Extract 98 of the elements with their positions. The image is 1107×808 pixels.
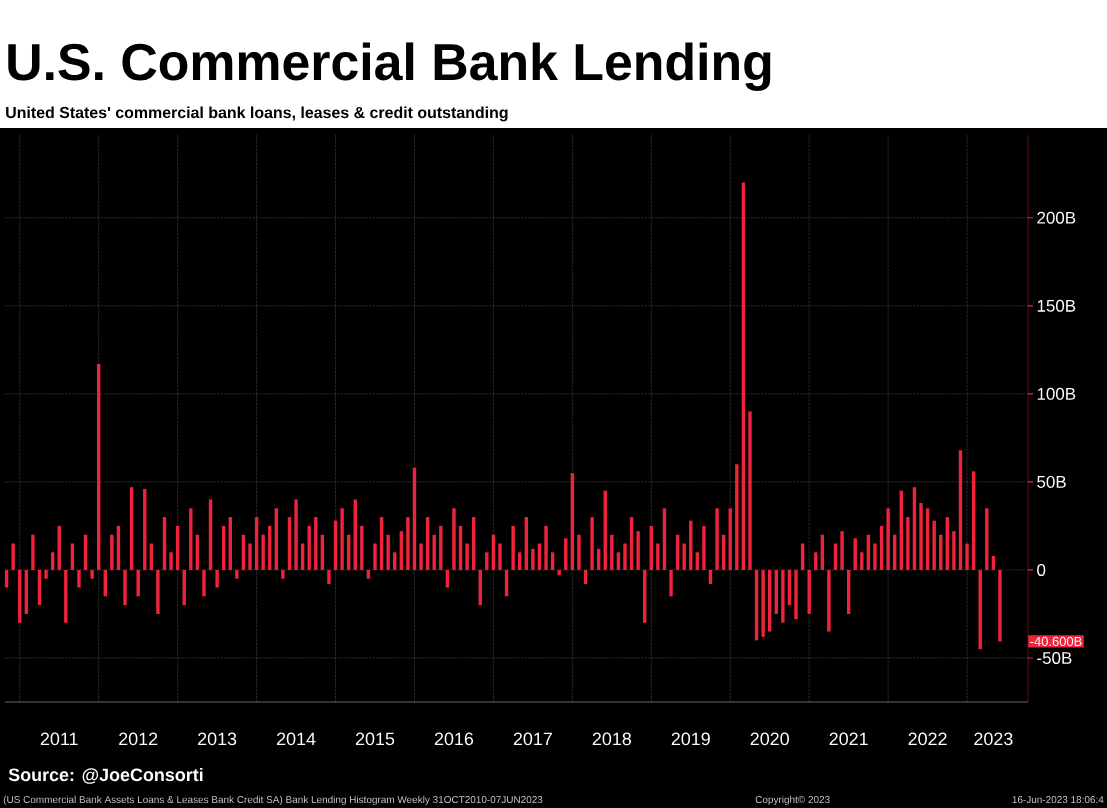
x-tick-label: 2016 xyxy=(434,732,474,746)
x-tick-label: 2022 xyxy=(908,732,947,746)
bar xyxy=(31,534,35,570)
bar xyxy=(445,569,450,588)
x-tick-label: 2019 xyxy=(671,732,710,746)
bar xyxy=(965,543,969,570)
x-tick-label: 2015 xyxy=(355,732,395,746)
bar xyxy=(366,569,371,579)
bar xyxy=(4,569,9,588)
bar xyxy=(761,569,765,637)
x-tick-label: 2014 xyxy=(277,732,316,746)
bar xyxy=(656,543,660,570)
bar xyxy=(202,569,206,597)
bar xyxy=(452,508,456,570)
bar xyxy=(373,543,377,570)
bar xyxy=(998,569,1002,642)
bar xyxy=(386,534,390,570)
bar xyxy=(794,569,798,620)
bar xyxy=(827,569,831,632)
x-tick-label: 2023 xyxy=(974,732,1013,746)
bar xyxy=(577,534,581,570)
bar xyxy=(610,534,614,570)
bar xyxy=(189,508,193,570)
text: 16-Jun-2023 18:06:4 xyxy=(1012,796,1104,804)
x-tick-label: 2021 xyxy=(829,732,868,746)
x-tick-label: 2017 xyxy=(513,732,552,746)
text: -40.600B xyxy=(1030,636,1082,647)
y-tick-label: 50B xyxy=(1037,475,1066,488)
source-note: Source: @JoeConsorti xyxy=(8,768,203,784)
bar xyxy=(682,543,686,570)
y-tick-label: 100B xyxy=(1037,387,1076,400)
bar xyxy=(248,543,252,570)
bar xyxy=(136,569,140,597)
bar xyxy=(531,548,535,570)
text: (US Commercial Bank Assets Loans & Leases Bank Credit SA) Bank Lending Histogram Weekly 31OCT2010-07JUN2023 xyxy=(3,795,543,806)
bar xyxy=(932,520,936,570)
bar xyxy=(748,411,752,570)
bar xyxy=(860,552,864,570)
y-tick-label: 0 xyxy=(1037,563,1046,576)
x-tick-label: 2011 xyxy=(40,732,78,746)
bar xyxy=(985,508,989,570)
bar xyxy=(695,552,700,570)
bar xyxy=(669,569,673,597)
x-tick-label: 2013 xyxy=(198,732,237,746)
chart-subtitle: United States' commercial bank loans, leases & credit outstanding xyxy=(6,106,508,122)
bar xyxy=(919,503,923,570)
bar xyxy=(807,569,811,614)
y-tick-label: -50B xyxy=(1037,651,1072,664)
bar xyxy=(90,569,94,579)
bar xyxy=(406,517,410,570)
bar xyxy=(77,569,81,588)
bar xyxy=(886,508,890,570)
bar xyxy=(393,552,397,570)
chart-title: U.S. Commercial Bank Lending xyxy=(8,42,771,91)
bar xyxy=(261,534,265,570)
bar xyxy=(616,552,621,570)
bar xyxy=(952,531,956,570)
bar xyxy=(498,543,502,570)
y-tick-label: 200B xyxy=(1037,211,1076,224)
bar xyxy=(340,508,344,570)
bar xyxy=(235,569,239,579)
bar xyxy=(623,543,627,570)
bar xyxy=(44,569,48,579)
bar xyxy=(281,569,285,579)
x-tick-label: 2020 xyxy=(750,732,789,746)
bar xyxy=(781,569,785,623)
text: Copyright© 2023 xyxy=(755,795,830,806)
bar xyxy=(64,569,68,623)
bar xyxy=(518,552,522,570)
bar xyxy=(215,569,219,588)
bar xyxy=(715,508,719,570)
bar xyxy=(419,543,423,570)
x-tick-label: 2018 xyxy=(592,732,631,746)
bar xyxy=(735,464,739,570)
bar xyxy=(360,525,364,570)
bar xyxy=(557,569,561,576)
bar xyxy=(123,569,127,606)
bar xyxy=(327,569,331,585)
bar xyxy=(485,552,489,570)
bar xyxy=(550,552,555,570)
bar xyxy=(511,525,515,570)
bar xyxy=(11,543,15,570)
bar xyxy=(873,543,877,570)
bar xyxy=(50,552,55,570)
bar xyxy=(840,531,844,570)
bar xyxy=(906,517,910,570)
bar xyxy=(702,525,706,570)
bar xyxy=(156,569,160,614)
bar xyxy=(294,499,298,570)
bar xyxy=(544,525,548,570)
bar xyxy=(636,531,640,570)
bar xyxy=(590,517,594,570)
x-tick-label: 2012 xyxy=(119,732,158,746)
bar xyxy=(110,534,114,570)
bar xyxy=(169,552,173,570)
bar xyxy=(465,543,469,570)
y-tick-label: 150B xyxy=(1037,299,1076,312)
bar xyxy=(814,552,818,570)
